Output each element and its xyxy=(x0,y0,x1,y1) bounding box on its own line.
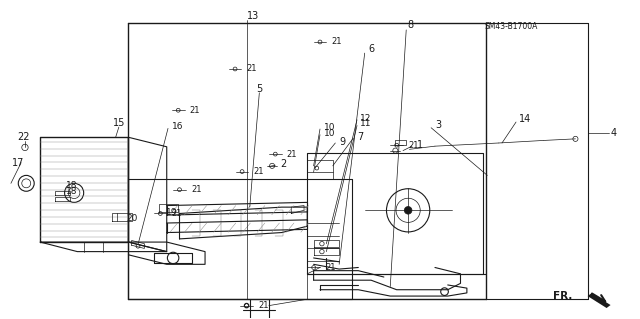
Text: 21: 21 xyxy=(246,64,257,73)
Text: 14: 14 xyxy=(519,114,531,124)
Text: 16: 16 xyxy=(172,122,183,131)
Text: 10: 10 xyxy=(324,129,335,138)
Text: 11: 11 xyxy=(360,119,371,129)
Text: 2: 2 xyxy=(280,159,287,169)
Text: 12: 12 xyxy=(360,114,371,123)
Polygon shape xyxy=(588,293,611,308)
Text: 21: 21 xyxy=(191,185,202,194)
Text: 18: 18 xyxy=(66,187,77,197)
Text: 15: 15 xyxy=(113,118,125,128)
Text: 19: 19 xyxy=(166,208,177,217)
Text: 9: 9 xyxy=(339,137,346,147)
Text: 8: 8 xyxy=(408,20,413,31)
Text: 18: 18 xyxy=(66,181,77,190)
Text: 21: 21 xyxy=(287,150,298,159)
Text: 13: 13 xyxy=(247,11,259,21)
Text: 20: 20 xyxy=(127,214,138,223)
Text: 21: 21 xyxy=(332,38,342,47)
Circle shape xyxy=(404,206,412,214)
Text: 21: 21 xyxy=(172,209,182,218)
Text: 21: 21 xyxy=(189,106,200,115)
Text: 3: 3 xyxy=(435,120,441,130)
Text: 1: 1 xyxy=(417,140,423,150)
Text: 4: 4 xyxy=(611,128,617,137)
Text: 10: 10 xyxy=(324,123,335,132)
Text: 17: 17 xyxy=(12,158,24,168)
Text: 21: 21 xyxy=(408,141,419,150)
Text: 21: 21 xyxy=(253,167,264,176)
Text: 21: 21 xyxy=(258,301,269,310)
Text: 22: 22 xyxy=(17,132,30,142)
Text: 6: 6 xyxy=(368,44,374,54)
Text: FR.: FR. xyxy=(553,291,573,301)
Text: 5: 5 xyxy=(256,84,262,94)
Text: 21: 21 xyxy=(325,263,335,272)
Text: 7: 7 xyxy=(357,132,364,142)
Text: SM43-B1700A: SM43-B1700A xyxy=(485,22,538,31)
